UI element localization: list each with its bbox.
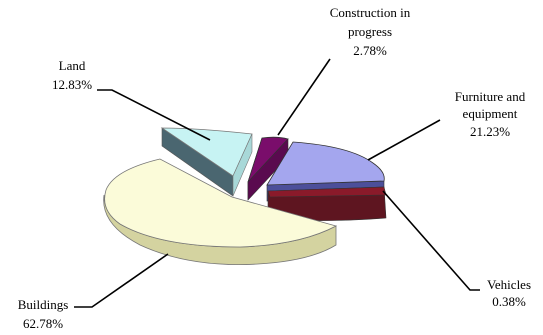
slice-furniture-top — [266, 141, 385, 186]
label-construction-name-line1: Construction in — [330, 5, 411, 20]
label-construction-name-line2: progress — [348, 24, 392, 39]
slice-buildings — [103, 158, 338, 265]
label-vehicles-name: Vehicles — [487, 277, 531, 292]
slice-land — [160, 127, 253, 197]
leader-line-vehicles — [382, 190, 480, 291]
slice-buildings-top — [104, 158, 338, 248]
label-construction-value: 2.78% — [353, 43, 387, 58]
label-land-name: Land — [59, 58, 86, 73]
label-land-value: 12.83% — [52, 77, 92, 92]
slice-construction — [247, 136, 289, 201]
leader-line-land — [97, 89, 211, 141]
slice-land-top — [160, 127, 253, 177]
label-buildings-value: 62.78% — [23, 316, 63, 331]
label-furniture-name-line2: equipment — [463, 106, 518, 121]
slice-land-side-right — [232, 133, 253, 197]
leader-line-construction — [277, 58, 331, 136]
label-furniture-value: 21.23% — [470, 124, 510, 139]
label-vehicles-value: 0.38% — [492, 294, 526, 309]
leader-line-buildings — [74, 253, 169, 308]
label-buildings-name: Buildings — [18, 297, 69, 312]
leader-line-furniture — [367, 119, 441, 161]
label-furniture-name-line1: Furniture and — [455, 89, 526, 104]
